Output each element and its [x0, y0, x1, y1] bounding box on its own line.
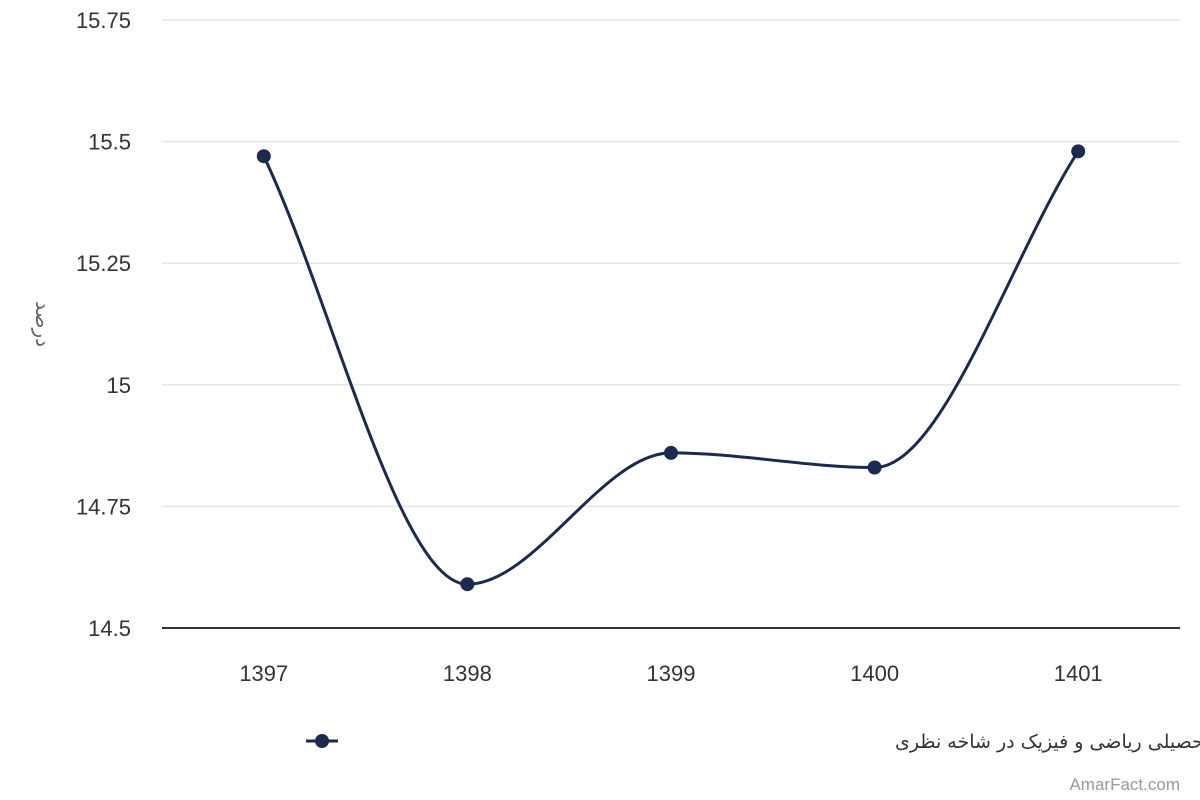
- series-layer: [256, 144, 1086, 592]
- x-axis-tick-labels: 1397 1398 1399 1400 1401: [239, 661, 1102, 686]
- y-tick-label: 15.25: [76, 251, 131, 276]
- y-tick-label: 14.5: [88, 616, 131, 641]
- x-tick-label: 1400: [850, 661, 899, 686]
- y-axis-tick-labels: 14.5 14.75 15 15.25 15.5 15.75: [76, 8, 131, 641]
- series-line: [262, 150, 1080, 586]
- y-tick-label: 14.75: [76, 494, 131, 519]
- y-tick-label: 15: [107, 373, 131, 398]
- x-tick-label: 1397: [239, 661, 288, 686]
- data-point[interactable]: [867, 460, 882, 475]
- x-tick-label: 1399: [647, 661, 696, 686]
- x-tick-label: 1398: [443, 661, 492, 686]
- y-axis-title: درصد: [31, 301, 55, 347]
- legend-series-label: سهم دانش‌آموزان رشته تحصیلی ریاضی و فیزی…: [895, 729, 1200, 753]
- legend-marker-swatch: [315, 734, 329, 748]
- y-tick-label: 15.75: [76, 8, 131, 33]
- y-tick-label: 15.5: [88, 130, 131, 155]
- credit-watermark[interactable]: AmarFact.com: [1069, 775, 1180, 794]
- data-point[interactable]: [1071, 144, 1086, 159]
- data-point[interactable]: [256, 149, 271, 164]
- legend[interactable]: سهم دانش‌آموزان رشته تحصیلی ریاضی و فیزی…: [306, 729, 1200, 753]
- data-point[interactable]: [460, 577, 475, 592]
- gridlines: [162, 19, 1180, 508]
- data-point[interactable]: [664, 445, 678, 460]
- x-tick-label: 1401: [1054, 661, 1103, 686]
